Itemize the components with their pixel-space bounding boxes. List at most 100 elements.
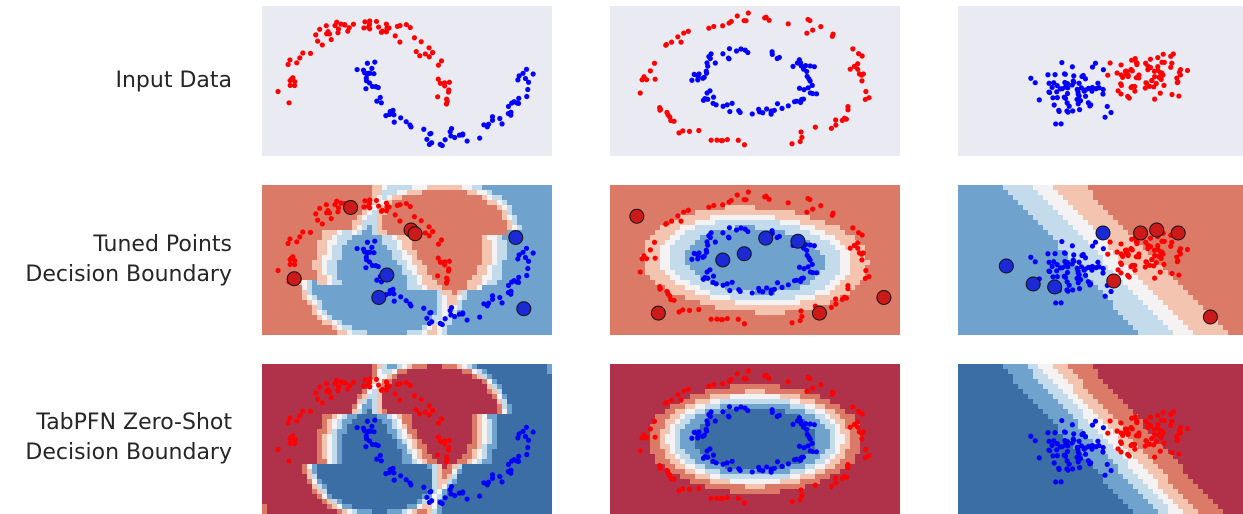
decision-region-cell — [427, 330, 433, 335]
decision-region-cell — [452, 325, 458, 331]
decision-region-cell — [307, 280, 313, 286]
decision-region-cell — [537, 195, 543, 201]
data-point — [1095, 81, 1100, 86]
decision-region-cell — [700, 230, 706, 236]
decision-region-cell — [1053, 225, 1059, 231]
decision-region-cell — [512, 330, 518, 335]
decision-region-cell — [640, 185, 646, 191]
decision-region-cell — [1198, 190, 1204, 196]
decision-region-cell — [267, 300, 273, 306]
decision-region-cell — [855, 200, 861, 206]
data-point — [675, 34, 680, 39]
data-point — [439, 237, 444, 242]
decision-region-cell — [452, 190, 458, 196]
decision-region-cell — [277, 295, 283, 301]
decision-region-cell — [442, 210, 448, 216]
decision-region-cell — [1203, 195, 1209, 201]
decision-region-cell — [322, 190, 328, 196]
decision-region-cell — [322, 250, 328, 256]
decision-region-cell — [685, 190, 691, 196]
decision-region-cell — [382, 320, 388, 326]
decision-region-cell — [655, 230, 661, 236]
decision-region-cell — [427, 215, 433, 221]
decision-region-cell — [437, 290, 443, 296]
decision-region-cell — [277, 325, 283, 331]
decision-region-cell — [650, 280, 656, 286]
data-point — [297, 55, 302, 60]
decision-region-cell — [625, 315, 631, 321]
decision-region-cell — [610, 205, 616, 211]
data-point — [707, 88, 712, 93]
decision-region-cell — [1118, 200, 1124, 206]
decision-region-cell — [1233, 225, 1239, 231]
decision-region-cell — [978, 200, 984, 206]
decision-region-cell — [527, 235, 533, 241]
decision-region-cell — [958, 245, 964, 251]
decision-region-cell — [870, 295, 876, 301]
decision-region-cell — [302, 210, 308, 216]
decision-region-cell — [655, 250, 661, 256]
decision-region-cell — [1153, 210, 1159, 216]
decision-region-cell — [715, 305, 721, 311]
decision-region-cell — [512, 320, 518, 326]
decision-region-cell — [522, 320, 528, 326]
decision-region-cell — [1098, 215, 1104, 221]
decision-region-cell — [347, 215, 353, 221]
decision-region-cell — [377, 240, 383, 246]
data-point — [1065, 85, 1070, 90]
decision-region-cell — [830, 240, 836, 246]
decision-region-cell — [317, 285, 323, 291]
decision-region-cell — [640, 245, 646, 251]
decision-region-cell — [482, 275, 488, 281]
decision-region-cell — [352, 310, 358, 316]
decision-region-cell — [615, 280, 621, 286]
decision-region-cell — [983, 190, 989, 196]
decision-region-cell — [665, 250, 671, 256]
decision-region-cell — [710, 305, 716, 311]
data-point — [850, 46, 855, 51]
data-point — [324, 31, 329, 36]
decision-region-cell — [800, 220, 806, 226]
decision-region-cell — [690, 190, 696, 196]
decision-region-cell — [492, 200, 498, 206]
decision-region-cell — [477, 265, 483, 271]
decision-region-cell — [442, 195, 448, 201]
decision-region-cell — [880, 190, 886, 196]
decision-region-cell — [277, 320, 283, 326]
decision-region-cell — [885, 330, 891, 335]
decision-region-cell — [810, 325, 816, 331]
decision-region-cell — [1188, 235, 1194, 241]
data-point — [863, 89, 868, 94]
decision-region-cell — [790, 315, 796, 321]
decision-region-cell — [835, 250, 841, 256]
decision-region-cell — [357, 240, 363, 246]
decision-region-cell — [705, 305, 711, 311]
decision-region-cell — [785, 240, 791, 246]
decision-region-cell — [890, 240, 896, 246]
decision-region-cell — [367, 225, 373, 231]
decision-region-cell — [542, 270, 548, 276]
decision-region-cell — [785, 305, 791, 311]
decision-region-cell — [502, 200, 508, 206]
tuned-point-class-1 — [791, 234, 805, 248]
decision-region-cell — [312, 300, 318, 306]
decision-region-cell — [725, 325, 731, 331]
data-point — [1168, 65, 1173, 70]
decision-region-cell — [1038, 220, 1044, 226]
decision-region-cell — [865, 225, 871, 231]
data-point — [1143, 80, 1148, 85]
decision-region-cell — [880, 330, 886, 335]
decision-region-cell — [457, 295, 463, 301]
decision-region-cell — [695, 285, 701, 291]
decision-region-cell — [417, 250, 423, 256]
decision-region-cell — [895, 255, 900, 261]
decision-region-cell — [630, 260, 636, 266]
decision-region-cell — [730, 245, 736, 251]
data-point — [334, 20, 339, 25]
decision-region-cell — [387, 215, 393, 221]
decision-region-cell — [517, 225, 523, 231]
decision-region-cell — [387, 230, 393, 236]
decision-region-cell — [1238, 210, 1243, 216]
decision-region-cell — [630, 275, 636, 281]
decision-region-cell — [725, 305, 731, 311]
